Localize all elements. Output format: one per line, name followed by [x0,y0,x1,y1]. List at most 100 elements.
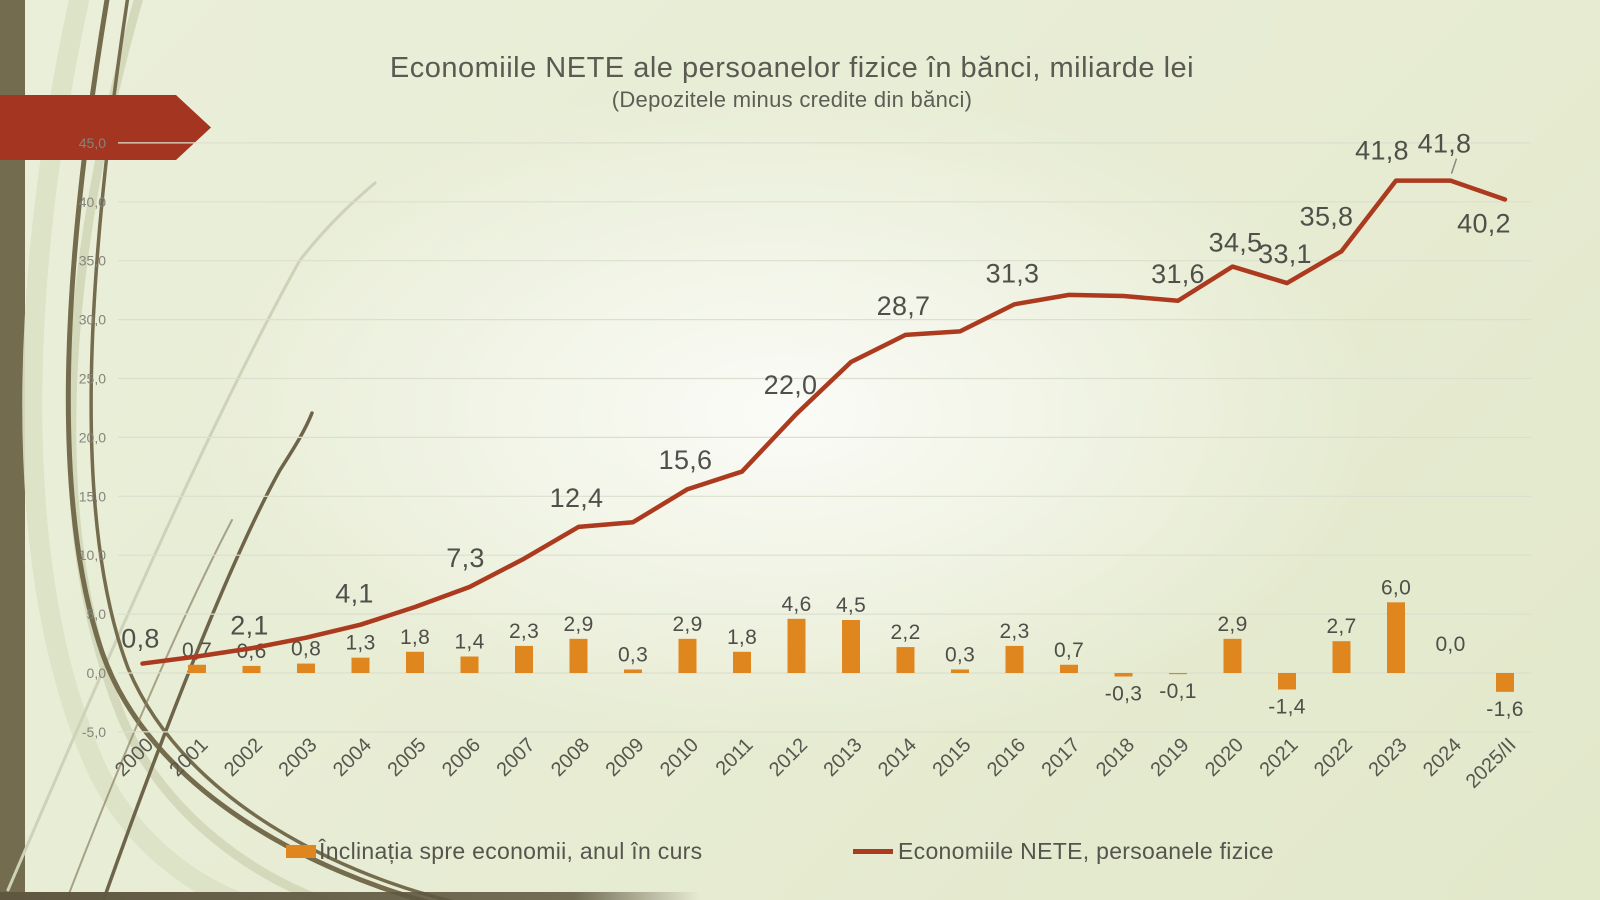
x-axis-year-label: 2005 [384,734,431,781]
bar [896,647,915,673]
x-axis-year-label: 2006 [438,734,485,781]
bar [460,656,479,673]
bar-value-label: 2,9 [563,613,593,636]
bar-value-label: 0,3 [945,643,975,666]
x-axis-year-label: 2009 [602,734,649,781]
x-axis-year-label: 2007 [493,734,540,781]
x-axis-year-label: 2010 [656,734,703,781]
y-axis-tick-label: 25,0 [79,371,106,387]
bar-value-label: 2,2 [890,621,920,644]
bar [787,618,806,673]
x-axis-year-label: 2002 [220,734,267,781]
x-axis-year-label: 2017 [1038,734,1085,781]
x-axis-year-label: 2013 [820,734,867,781]
bar [406,651,424,673]
bar [297,663,315,673]
line-value-label: 7,3 [446,543,484,573]
x-axis-year-label: 2000 [111,734,158,781]
y-axis-tick-label: -5,0 [82,724,106,740]
bar-value-label: 2,7 [1326,615,1356,638]
line-value-label: 35,8 [1300,201,1354,231]
bar-value-label: 2,3 [999,620,1029,643]
x-axis-year-label: 2003 [275,734,322,781]
x-axis-year-label: 2020 [1201,734,1248,781]
bar [678,638,697,673]
y-axis-tick-label: 10,0 [79,547,106,563]
bar [624,669,642,673]
x-axis-year-label: 2012 [765,734,812,781]
bar-value-label: 2,9 [1217,613,1247,636]
bar-value-label: -1,6 [1486,698,1523,721]
bar-value-label: 0,0 [1435,633,1465,656]
bar [1005,645,1024,673]
y-axis-tick-label: 20,0 [79,429,106,445]
bottom-band-decoration [0,892,700,900]
bar [842,619,860,673]
bar [569,638,588,673]
x-axis-year-label: 2025/II [1462,734,1521,793]
legend-bar-swatch [286,845,316,858]
bar-value-label: 2,3 [509,620,539,643]
bar [188,664,206,673]
legend-line-label: Economiile NETE, persoanele fizice [898,838,1274,864]
bar-value-label: 4,5 [836,594,866,617]
x-axis-year-label: 2018 [1092,734,1139,781]
arrow-banner-decoration [0,95,211,160]
line-value-label: 2,1 [230,610,268,640]
legend-line-swatch [853,849,893,854]
bar-value-label: 0,8 [291,638,321,661]
bar [1332,641,1351,673]
page-title: Economiile NETE ale persoanelor fizice î… [389,52,1195,84]
bar-value-label: 4,6 [781,593,811,616]
line-value-label: 4,1 [335,579,373,609]
line-value-label: 34,5 [1209,228,1263,258]
line-value-label: 15,6 [659,445,713,475]
x-axis-year-label: 2019 [1147,734,1194,781]
bar-value-label: -0,3 [1105,683,1142,706]
page-subtitle: (Depozitele minus credite din bănci) [611,87,973,112]
bar [1223,638,1242,673]
bar-value-label: 1,8 [727,626,757,649]
x-axis-year-label: 2022 [1310,734,1357,781]
bar [1114,673,1133,677]
x-axis-year-label: 2008 [547,734,594,781]
bar [951,669,969,673]
y-axis-tick-label: 45,0 [79,135,106,151]
swoosh-curves-decoration [6,0,454,900]
line-value-label: 33,1 [1258,239,1312,269]
x-axis-year-label: 2004 [329,734,376,781]
y-axis-tick-label: 5,0 [87,606,107,622]
bar [1278,673,1296,690]
bar [733,651,751,673]
bar-value-label: 6,0 [1381,576,1411,599]
label-leader-line [1450,158,1458,174]
bar-value-label: 2,9 [672,613,702,636]
legend-bar-entry: Înclinația spre economii, anul în curs [286,838,702,865]
bar-value-label: 1,8 [400,626,430,649]
bar-value-label: -0,1 [1159,680,1196,703]
bar [515,645,533,673]
legend-bar-label: Înclinația spre economii, anul în curs [319,838,703,864]
line-value-label: 0,8 [121,624,159,654]
y-axis-tick-label: 40,0 [79,194,106,210]
legend-line-entry: Economiile NETE, persoanele fizice [853,838,1274,865]
x-axis-year-label: 2024 [1419,734,1466,781]
x-axis-year-label: 2016 [983,734,1030,781]
line-value-label: 41,8 [1355,136,1409,166]
line-value-label: 28,7 [877,291,931,321]
y-axis-tick-label: 15,0 [79,488,106,504]
bar-value-label: -1,4 [1268,695,1305,718]
bar [351,657,370,673]
line-value-label: 31,3 [986,258,1040,288]
line-value-label: 22,0 [764,370,818,400]
y-axis-tick-label: 30,0 [79,312,106,328]
bar [1169,673,1187,675]
line-value-label: 40,2 [1457,208,1511,238]
x-axis-year-label: 2021 [1256,734,1303,781]
x-axis-year-label: 2023 [1365,734,1412,781]
savings-line [140,178,1508,666]
y-axis-tick-label: 35,0 [79,253,106,269]
